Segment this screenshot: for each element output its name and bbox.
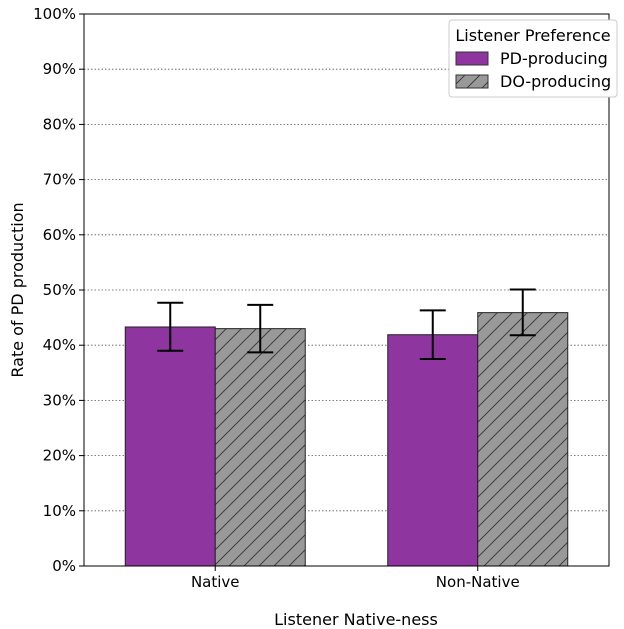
y-tick-label: 90% [43,60,76,78]
bar-pd-producing-non-native [387,334,479,567]
error-bars [157,288,536,360]
legend-swatch-do-producing [455,74,489,89]
y-tick-label: 100% [33,5,76,23]
legend-box [448,19,618,98]
axes [79,13,610,571]
legend: Listener Preference PD-producing DO-prod… [448,19,618,98]
bar-do-producing-native [214,328,306,567]
y-tick-label: 40% [43,336,76,354]
legend-label-do-producing: DO-producing [500,72,611,91]
x-tick-labels: Native Non-Native [191,573,520,591]
legend-swatch-pd-producing [455,51,489,66]
y-tick-label: 10% [43,502,76,520]
bar-pd-producing-native [124,326,216,567]
bar-do-producing-non-native [477,312,569,567]
bars [124,312,569,567]
y-tick-label: 0% [52,557,76,575]
y-tick-label: 60% [43,226,76,244]
y-tick-labels: 0% 10% 20% 30% 40% 50% 60% 70% 80% 90% 100% [33,5,76,575]
legend-title: Listener Preference [455,26,610,45]
y-axis-label: Rate of PD production [8,202,27,377]
x-tick-label: Non-Native [436,573,520,591]
legend-label-pd-producing: PD-producing [500,49,608,68]
y-tick-label: 50% [43,281,76,299]
y-tick-label: 30% [43,391,76,409]
x-axis-label: Listener Native-ness [274,610,438,629]
y-tick-label: 20% [43,447,76,465]
plot-frame [83,13,610,567]
y-tick-label: 80% [43,115,76,133]
y-tick-label: 70% [43,171,76,189]
x-tick-label: Native [191,573,240,591]
